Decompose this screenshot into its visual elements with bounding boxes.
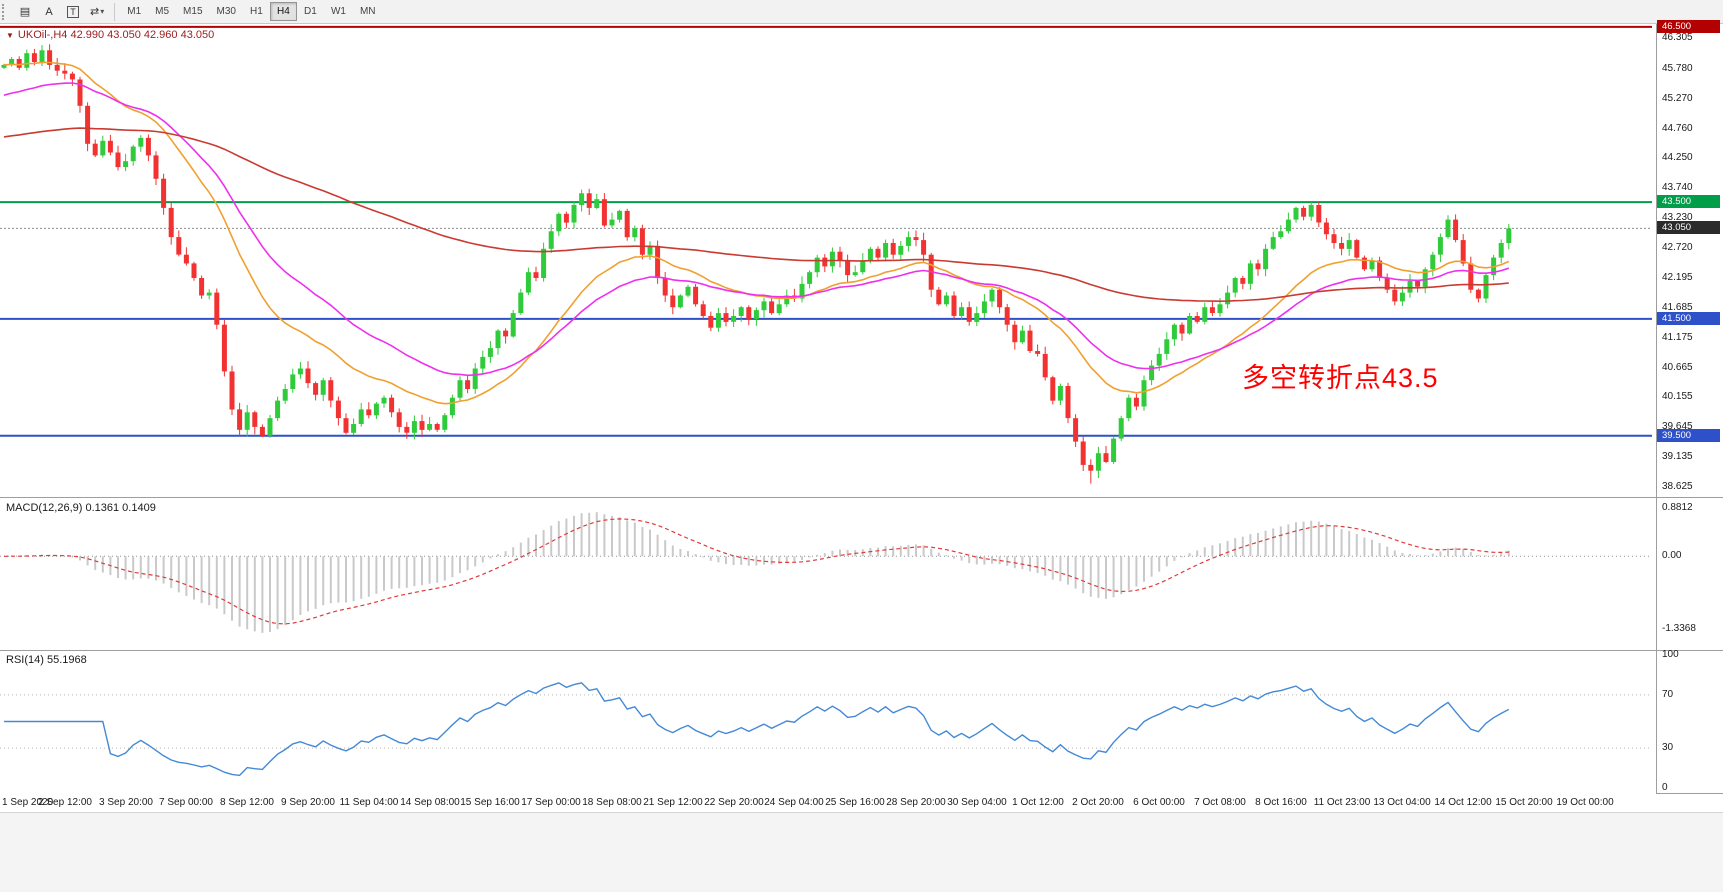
- rsi-line: [4, 682, 1510, 777]
- timeframe-button-m30[interactable]: M30: [210, 2, 243, 21]
- timeframe-button-h4[interactable]: H4: [269, 2, 297, 21]
- price-badge-43.050: 43.050: [1657, 221, 1720, 234]
- candles-layer[interactable]: [1, 44, 1512, 484]
- timeframe-buttons: M1 M5 M15 M30 H1 H4 D1 W1 MN: [120, 0, 382, 23]
- price-badge-43.500: 43.500: [1657, 195, 1720, 208]
- rsi-axis-label: 100: [1662, 649, 1679, 660]
- time-axis-label: 18 Sep 08:00: [582, 797, 642, 808]
- price-badge-41.500: 41.500: [1657, 312, 1720, 325]
- cursor-a-icon-glyph: A: [45, 5, 53, 18]
- rsi-axis-label: 0: [1662, 782, 1668, 793]
- macd-axis-label: 0.8812: [1662, 502, 1693, 513]
- time-axis-label: 11 Oct 23:00: [1313, 797, 1371, 808]
- price-axis-label: 40.155: [1662, 391, 1693, 402]
- slow-ma[interactable]: [3, 127, 1509, 303]
- symbol-collapse-icon: ▼: [6, 30, 14, 40]
- time-axis-label: 2 Sep 12:00: [38, 797, 92, 808]
- rsi-axis-label: 70: [1662, 689, 1674, 700]
- price-axis[interactable]: 46.305 45.780 45.270 44.760 44.250 43.740 43.2…: [1656, 20, 1723, 793]
- price-axis-label: 46.305: [1662, 32, 1693, 43]
- timeframe-button-m15[interactable]: M15: [176, 2, 209, 21]
- time-axis-label: 22 Sep 20:00: [704, 797, 764, 808]
- chart-grid-icon[interactable]: ▤: [14, 2, 36, 22]
- text-box-icon[interactable]: T: [62, 2, 84, 22]
- time-axis-label: 1 Oct 12:00: [1012, 797, 1064, 808]
- mid-ma[interactable]: [3, 82, 1510, 377]
- time-axis-label: 28 Sep 20:00: [886, 797, 946, 808]
- macd-axis-label: 0.00: [1662, 550, 1682, 561]
- toolbar-grip[interactable]: [2, 3, 9, 20]
- time-axis-label: 24 Sep 04:00: [764, 797, 824, 808]
- toolbar-tools: ▤ A T ⇄ ▾: [13, 0, 109, 23]
- price-axis-label: 44.760: [1662, 123, 1693, 134]
- time-axis-label: 2 Oct 20:00: [1072, 797, 1124, 808]
- price-badge-46.500: 46.500: [1657, 20, 1720, 33]
- time-axis-label: 8 Sep 12:00: [220, 797, 274, 808]
- price-badge-39.500: 39.500: [1657, 429, 1720, 442]
- price-axis-label: 45.270: [1662, 93, 1693, 104]
- text-box-icon-glyph: T: [67, 5, 79, 18]
- time-axis-label: 13 Oct 04:00: [1373, 797, 1431, 808]
- time-axis[interactable]: 1 Sep 2020 2 Sep 12:00 3 Sep 20:00 7 Sep 00…: [0, 793, 1656, 812]
- chart-annotation: 多空转折点43.5: [1242, 363, 1439, 393]
- macd-axis-label: -1.3368: [1662, 623, 1696, 634]
- chart-grid-icon-glyph: ▤: [19, 6, 31, 18]
- cycle-icon[interactable]: ⇄ ▾: [86, 2, 108, 22]
- chart-title: ▼ UKOil-,H4 42.990 43.050 42.960 43.050: [6, 29, 214, 41]
- time-axis-label: 1 Sep 2020: [2, 797, 54, 808]
- timeframe-button-m1[interactable]: M1: [120, 2, 148, 21]
- bottom-empty-area: [0, 812, 1723, 892]
- time-axis-label: 11 Sep 04:00: [339, 797, 399, 808]
- toolbar: ▤ A T ⇄ ▾ M1 M5 M15 M30 H1 H4 D1 W1 MN: [0, 0, 1723, 24]
- timeframe-button-mn[interactable]: MN: [353, 2, 383, 21]
- price-axis-label: 45.780: [1662, 63, 1693, 74]
- time-axis-label: 3 Sep 20:00: [99, 797, 153, 808]
- time-axis-label: 14 Sep 08:00: [400, 797, 460, 808]
- time-axis-label: 19 Oct 00:00: [1556, 797, 1614, 808]
- time-axis-label: 25 Sep 16:00: [825, 797, 885, 808]
- price-axis-label: 41.175: [1662, 332, 1693, 343]
- timeframe-button-d1[interactable]: D1: [297, 2, 324, 21]
- price-axis-label: 43.740: [1662, 182, 1693, 193]
- time-axis-label: 30 Sep 04:00: [947, 797, 1007, 808]
- rsi-label: RSI(14) 55.1968: [6, 654, 87, 666]
- cycle-icon-glyph: ⇄: [90, 6, 100, 18]
- macd-label: MACD(12,26,9) 0.1361 0.1409: [6, 502, 156, 514]
- price-axis-label: 44.250: [1662, 152, 1693, 163]
- chart-title-text: UKOil-,H4 42.990 43.050 42.960 43.050: [17, 29, 215, 41]
- price-axis-label: 43.230: [1662, 212, 1693, 223]
- price-axis-label: 42.720: [1662, 242, 1693, 253]
- macd-histogram: [10, 512, 1510, 633]
- toolbar-separator: [114, 2, 116, 21]
- time-axis-label: 15 Sep 16:00: [460, 797, 520, 808]
- rsi-axis-label: 30: [1662, 742, 1674, 753]
- time-axis-label: 14 Oct 12:00: [1434, 797, 1492, 808]
- time-axis-label: 8 Oct 16:00: [1255, 797, 1307, 808]
- cursor-a-icon[interactable]: A: [38, 2, 60, 22]
- timeframe-button-h1[interactable]: H1: [243, 2, 270, 21]
- macd-signal-line: [3, 518, 1509, 625]
- time-axis-label: 6 Oct 00:00: [1133, 797, 1185, 808]
- price-axis-label: 39.645: [1662, 421, 1693, 432]
- price-axis-label: 41.685: [1662, 302, 1693, 313]
- price-axis-label: 39.135: [1662, 451, 1693, 462]
- price-axis-label: 42.195: [1662, 272, 1693, 283]
- time-axis-label: 7 Oct 08:00: [1194, 797, 1246, 808]
- price-axis-label: 40.665: [1662, 362, 1693, 373]
- time-axis-label: 7 Sep 00:00: [159, 797, 213, 808]
- time-axis-label: 15 Oct 20:00: [1495, 797, 1553, 808]
- timeframe-button-w1[interactable]: W1: [324, 2, 353, 21]
- time-axis-label: 9 Sep 20:00: [281, 797, 335, 808]
- time-axis-label: 17 Sep 00:00: [521, 797, 581, 808]
- time-axis-label: 21 Sep 12:00: [643, 797, 703, 808]
- dropdown-caret-icon: ▾: [100, 7, 105, 16]
- price-axis-label: 38.625: [1662, 481, 1693, 492]
- timeframe-button-m5[interactable]: M5: [148, 2, 176, 21]
